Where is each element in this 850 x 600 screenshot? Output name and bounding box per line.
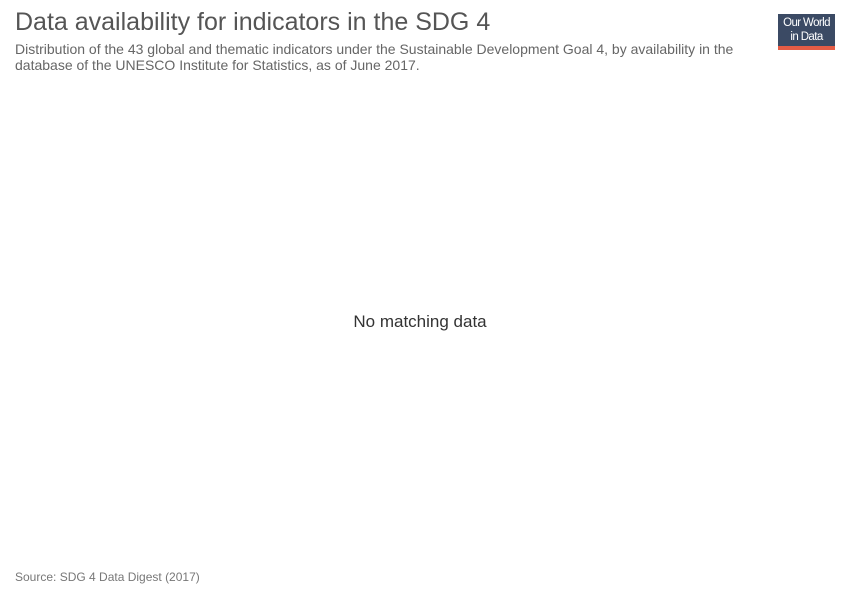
no-data-message: No matching data xyxy=(353,312,487,331)
owid-logo[interactable]: Our World in Data xyxy=(778,14,835,50)
source-note[interactable]: Source: SDG 4 Data Digest (2017) xyxy=(15,570,200,584)
chart-title: Data availability for indicators in the … xyxy=(15,8,491,36)
logo-line-1: Our World xyxy=(783,17,830,29)
logo-line-2: in Data xyxy=(790,31,823,43)
chart-subtitle: Distribution of the 43 global and themat… xyxy=(15,41,734,73)
